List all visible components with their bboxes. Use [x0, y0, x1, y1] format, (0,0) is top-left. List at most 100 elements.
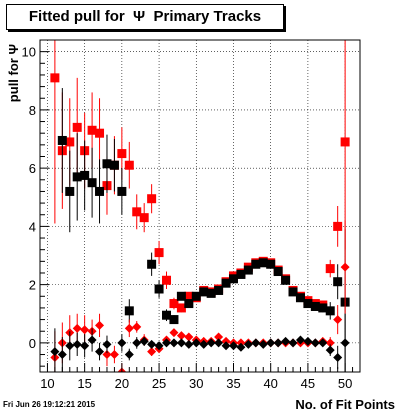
data-point-diamond	[80, 325, 90, 335]
x-tick-label: 30	[189, 376, 203, 391]
data-point-diamond	[310, 338, 320, 348]
data-point-diamond	[50, 347, 60, 357]
data-point-square	[258, 258, 268, 268]
plot-frame	[39, 39, 361, 373]
data-point-square	[80, 170, 90, 180]
series-3	[50, 313, 350, 372]
data-point-square	[154, 248, 164, 258]
series-0	[50, 40, 350, 313]
x-tick-label: 45	[301, 376, 315, 391]
axes: 10 15 20 25 30 35 40 45 50 0 2 4 6 8 10	[22, 39, 361, 391]
x-tick-label: 10	[40, 376, 54, 391]
x-tick-label: 15	[77, 376, 91, 391]
data-point-diamond	[184, 339, 194, 349]
title-box: Fitted pull for Ψ Primary Tracks	[6, 4, 284, 30]
data-point-diamond	[132, 338, 142, 348]
data-point-square	[109, 160, 119, 170]
data-point-diamond	[243, 339, 253, 349]
data-point-diamond	[318, 338, 328, 348]
data-point-diamond	[333, 352, 343, 362]
data-point-square	[325, 306, 335, 316]
data-point-square	[65, 186, 75, 196]
data-point-square	[184, 291, 194, 301]
data-point-diamond	[281, 336, 291, 346]
data-point-square	[87, 125, 97, 135]
x-tick-label: 35	[226, 376, 240, 391]
data-point-square	[72, 122, 82, 132]
data-point-diamond	[184, 332, 194, 342]
data-marks	[50, 40, 350, 372]
data-point-square	[124, 306, 134, 316]
data-point-diamond	[333, 315, 343, 325]
data-point-diamond	[72, 339, 82, 349]
data-point-diamond	[214, 332, 224, 342]
data-point-diamond	[340, 262, 350, 272]
data-point-diamond	[325, 345, 335, 355]
data-point-square	[243, 265, 253, 275]
data-point-square	[288, 287, 298, 297]
data-point-diamond	[65, 341, 75, 351]
data-point-square	[273, 267, 283, 277]
data-point-square	[333, 277, 343, 287]
chart-title: Fitted pull for Ψ Primary Tracks	[28, 8, 262, 25]
data-point-square	[199, 287, 209, 297]
data-point-diamond	[251, 338, 261, 348]
y-tick-label: 4	[29, 219, 36, 234]
timestamp: Fri Jun 26 19:12:21 2015	[3, 400, 96, 409]
data-point-diamond	[72, 323, 82, 333]
data-point-square	[139, 213, 149, 223]
data-point-square	[310, 301, 320, 311]
data-point-square	[214, 285, 224, 295]
data-point-diamond	[176, 338, 186, 348]
data-point-square	[176, 291, 186, 301]
data-point-diamond	[169, 328, 179, 338]
data-point-square	[221, 278, 231, 288]
data-point-square	[117, 149, 127, 159]
grid-lines	[40, 40, 360, 372]
data-point-diamond	[124, 350, 134, 360]
data-point-square	[184, 299, 194, 309]
x-tick-label: 50	[338, 376, 352, 391]
data-point-diamond	[147, 339, 157, 349]
data-point-diamond	[295, 335, 305, 345]
data-point-diamond	[340, 338, 350, 348]
data-point-diamond	[169, 338, 179, 348]
data-point-diamond	[199, 339, 209, 349]
y-tick-label: 6	[29, 161, 36, 176]
data-point-diamond	[95, 320, 105, 330]
data-point-diamond	[117, 338, 127, 348]
data-point-diamond	[191, 338, 201, 348]
data-point-diamond	[214, 338, 224, 348]
data-point-square	[176, 303, 186, 313]
data-point-square	[147, 194, 157, 204]
data-point-square	[318, 303, 328, 313]
data-point-square	[162, 310, 172, 320]
data-point-diamond	[57, 350, 67, 360]
data-point-square	[295, 293, 305, 303]
data-point-diamond	[258, 339, 268, 349]
x-tick-label: 40	[263, 376, 277, 391]
data-point-square	[206, 288, 216, 298]
data-point-diamond	[139, 336, 149, 346]
data-point-diamond	[80, 341, 90, 351]
data-point-diamond	[266, 338, 276, 348]
data-point-square	[102, 159, 112, 169]
y-tick-label: 2	[29, 278, 36, 293]
data-point-square	[191, 291, 201, 301]
data-point-square	[251, 259, 261, 269]
y-axis-label: pull for Ψ	[6, 44, 21, 102]
data-point-square	[228, 274, 238, 284]
data-point-diamond	[102, 350, 112, 360]
y-tick-label: 10	[22, 45, 36, 60]
data-point-diamond	[236, 342, 246, 352]
data-point-diamond	[176, 331, 186, 341]
data-point-square	[236, 269, 246, 279]
data-point-square	[87, 178, 97, 188]
data-point-square	[162, 275, 172, 285]
data-point-square	[117, 186, 127, 196]
data-point-square	[57, 135, 67, 145]
data-point-diamond	[221, 341, 231, 351]
data-point-diamond	[162, 338, 172, 348]
x-axis-label: No. of Fit Points	[295, 397, 395, 412]
